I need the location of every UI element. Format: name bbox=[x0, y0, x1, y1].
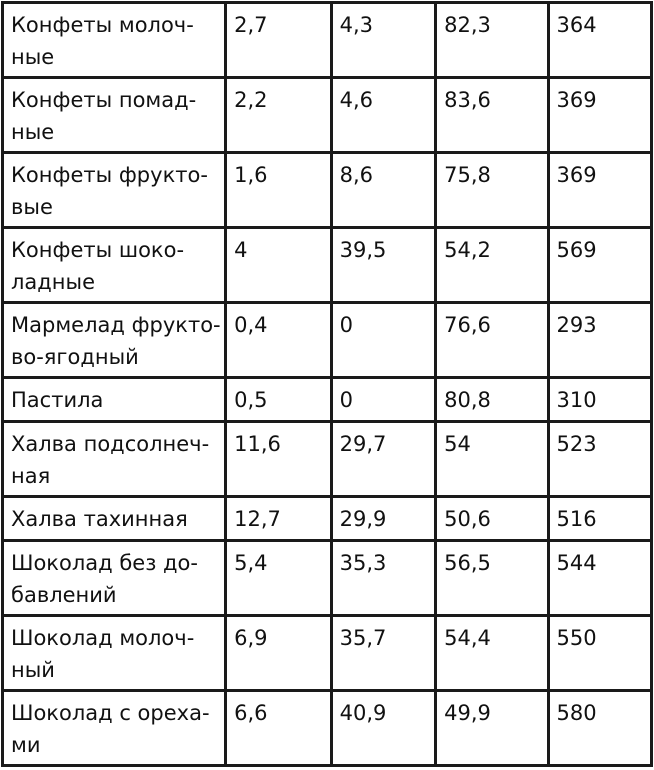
product-name-cell: Шоколад без до- бавлений bbox=[0, 539, 228, 617]
table-row: Конфеты шоко- ладные 4 39,5 54,2 569 bbox=[0, 226, 654, 304]
value-cell: 0,4 bbox=[224, 301, 333, 379]
value-cell: 0,5 bbox=[224, 376, 333, 423]
value-cell: 35,7 bbox=[329, 614, 438, 692]
table-row: Пастила 0,5 0 80,8 310 bbox=[0, 376, 654, 423]
value-cell: 83,6 bbox=[434, 76, 550, 154]
table-row: Шоколад без до- бавлений 5,4 35,3 56,5 544 bbox=[0, 539, 654, 617]
value-cell: 54,4 bbox=[434, 614, 550, 692]
value-cell: 293 bbox=[546, 301, 654, 379]
table-row: Конфеты фрукто- вые 1,6 8,6 75,8 369 bbox=[0, 151, 654, 229]
product-name-cell: Конфеты шоко- ладные bbox=[0, 226, 228, 304]
table-row: Конфеты молоч- ные 2,7 4,3 82,3 364 bbox=[0, 1, 654, 79]
product-name-cell: Мармелад фрукто- во-ягодный bbox=[0, 301, 228, 379]
value-cell: 310 bbox=[546, 376, 654, 423]
value-cell: 0 bbox=[329, 301, 438, 379]
product-name-cell: Халва подсолнеч- ная bbox=[0, 420, 228, 498]
product-name-cell: Шоколад молоч- ный bbox=[0, 614, 228, 692]
product-name-cell: Пастила bbox=[0, 376, 228, 423]
value-cell: 82,3 bbox=[434, 1, 550, 79]
value-cell: 2,7 bbox=[224, 1, 333, 79]
product-name-cell: Конфеты фрукто- вые bbox=[0, 151, 228, 229]
value-cell: 569 bbox=[546, 226, 654, 304]
value-cell: 5,4 bbox=[224, 539, 333, 617]
value-cell: 35,3 bbox=[329, 539, 438, 617]
value-cell: 29,9 bbox=[329, 495, 438, 542]
value-cell: 580 bbox=[546, 689, 654, 767]
value-cell: 75,8 bbox=[434, 151, 550, 229]
value-cell: 54,2 bbox=[434, 226, 550, 304]
value-cell: 523 bbox=[546, 420, 654, 498]
value-cell: 54 bbox=[434, 420, 550, 498]
value-cell: 56,5 bbox=[434, 539, 550, 617]
product-name-cell: Шоколад с ореха- ми bbox=[0, 689, 228, 767]
value-cell: 80,8 bbox=[434, 376, 550, 423]
value-cell: 4,6 bbox=[329, 76, 438, 154]
value-cell: 364 bbox=[546, 1, 654, 79]
value-cell: 550 bbox=[546, 614, 654, 692]
value-cell: 6,9 bbox=[224, 614, 333, 692]
table-row: Халва подсолнеч- ная 11,6 29,7 54 523 bbox=[0, 420, 654, 498]
table-row: Халва тахинная 12,7 29,9 50,6 516 bbox=[0, 495, 654, 542]
table-row: Мармелад фрукто- во-ягодный 0,4 0 76,6 293 bbox=[0, 301, 654, 379]
value-cell: 39,5 bbox=[329, 226, 438, 304]
value-cell: 4 bbox=[224, 226, 333, 304]
value-cell: 6,6 bbox=[224, 689, 333, 767]
value-cell: 369 bbox=[546, 76, 654, 154]
table-row: Шоколад молоч- ный 6,9 35,7 54,4 550 bbox=[0, 614, 654, 692]
value-cell: 76,6 bbox=[434, 301, 550, 379]
value-cell: 544 bbox=[546, 539, 654, 617]
value-cell: 8,6 bbox=[329, 151, 438, 229]
value-cell: 29,7 bbox=[329, 420, 438, 498]
table-row: Шоколад с ореха- ми 6,6 40,9 49,9 580 bbox=[0, 689, 654, 767]
value-cell: 2,2 bbox=[224, 76, 333, 154]
value-cell: 49,9 bbox=[434, 689, 550, 767]
value-cell: 1,6 bbox=[224, 151, 333, 229]
product-name-cell: Конфеты молоч- ные bbox=[0, 1, 228, 79]
product-name-cell: Конфеты помад- ные bbox=[0, 76, 228, 154]
value-cell: 40,9 bbox=[329, 689, 438, 767]
product-name-cell: Халва тахинная bbox=[0, 495, 228, 542]
value-cell: 50,6 bbox=[434, 495, 550, 542]
value-cell: 0 bbox=[329, 376, 438, 423]
value-cell: 12,7 bbox=[224, 495, 333, 542]
value-cell: 11,6 bbox=[224, 420, 333, 498]
value-cell: 516 bbox=[546, 495, 654, 542]
table-row: Конфеты помад- ные 2,2 4,6 83,6 369 bbox=[0, 76, 654, 154]
value-cell: 4,3 bbox=[329, 1, 438, 79]
value-cell: 369 bbox=[546, 151, 654, 229]
